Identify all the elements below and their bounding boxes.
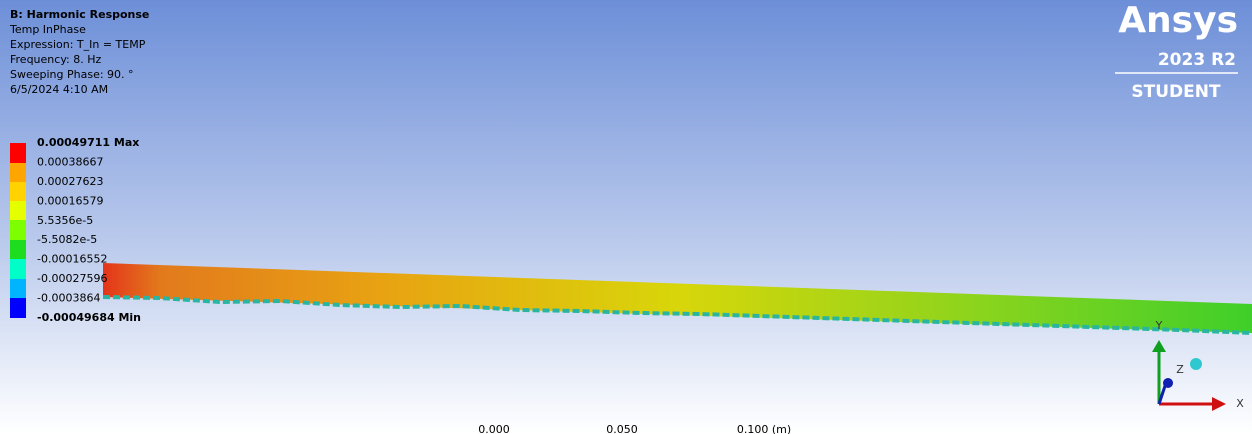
legend-label: -0.00016552 — [37, 253, 107, 266]
legend-swatch — [10, 259, 26, 279]
header-line: Sweeping Phase: 90. ° — [10, 68, 134, 81]
triad-iso — [1190, 358, 1202, 370]
header-line: Temp InPhase — [9, 23, 86, 36]
legend-label: -0.00027596 — [37, 272, 107, 285]
triad-z-head — [1163, 378, 1173, 388]
header-line: Frequency: 8. Hz — [10, 53, 101, 66]
logo-brand: Ansys — [1118, 0, 1238, 41]
header-line: 6/5/2024 4:10 AM — [10, 83, 108, 96]
triad-y-label: Y — [1155, 319, 1163, 332]
legend-swatch — [10, 240, 26, 259]
legend-label: 0.00027623 — [37, 175, 103, 188]
legend-swatch — [10, 279, 26, 298]
legend-swatch — [10, 298, 26, 318]
legend-label: -0.00049684 Min — [37, 311, 141, 324]
legend-label: 0.00038667 — [37, 155, 103, 168]
legend-swatch — [10, 182, 26, 201]
legend-label: -5.5082e-5 — [37, 233, 97, 246]
scale-label: 0.000 — [478, 423, 510, 434]
background — [0, 0, 1252, 434]
legend-swatch — [10, 143, 26, 163]
scale-label: 0.100 (m) — [737, 423, 791, 434]
legend-label: 0.00016579 — [37, 194, 103, 207]
logo-edition: STUDENT — [1131, 82, 1221, 102]
legend-label: 0.00049711 Max — [37, 136, 139, 149]
legend-swatch — [10, 220, 26, 240]
triad-x-label: X — [1236, 397, 1244, 410]
logo-version: 2023 R2 — [1158, 50, 1236, 70]
legend-label: 5.5356e-5 — [37, 214, 93, 227]
legend-label: -0.0003864 — [37, 292, 100, 305]
header-title: B: Harmonic Response — [10, 8, 149, 21]
triad-z-label: Z — [1176, 363, 1184, 376]
legend-colors — [10, 143, 26, 318]
header-line: Expression: T_In = TEMP — [10, 38, 146, 51]
scale-label: 0.050 — [606, 423, 638, 434]
legend-swatch — [10, 163, 26, 182]
legend-swatch — [10, 201, 26, 220]
viewport: B: Harmonic Response Temp InPhase Express… — [0, 0, 1252, 434]
